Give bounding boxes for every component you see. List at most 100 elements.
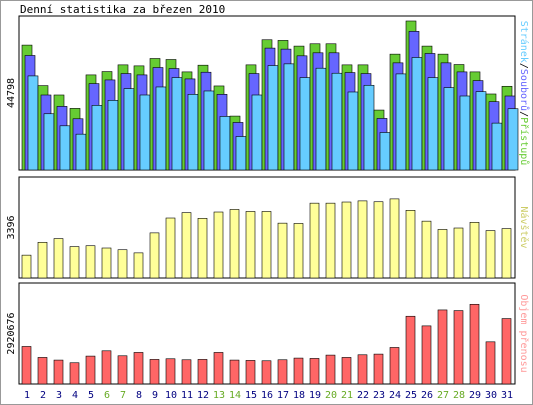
- visits-bar-20: [325, 202, 336, 279]
- day-label-9: 9: [152, 390, 158, 401]
- pages-bar-10: [171, 77, 183, 171]
- pages-bar-5: [91, 105, 103, 171]
- kbytes-bar-5: [85, 355, 96, 385]
- kbytes-bar-29: [469, 303, 480, 385]
- kbytes-bar-28: [453, 310, 464, 385]
- day-label-13: 13: [213, 390, 225, 401]
- pages-bar-8: [139, 94, 151, 171]
- pages-bar-21: [347, 91, 359, 171]
- visits-bar-15: [245, 211, 256, 279]
- kbytes-bar-30: [485, 341, 496, 385]
- pages-bar-23: [379, 132, 391, 171]
- visits-bar-22: [357, 200, 368, 279]
- day-label-3: 3: [56, 390, 62, 401]
- pages-bar-4: [75, 133, 87, 171]
- pages-bar-12: [203, 90, 215, 171]
- pages-bar-7: [123, 88, 135, 171]
- pages-bar-15: [251, 94, 263, 171]
- day-label-11: 11: [181, 390, 193, 401]
- kbytes-bar-18: [293, 357, 304, 385]
- day-label-8: 8: [136, 390, 142, 401]
- day-label-18: 18: [293, 390, 305, 401]
- visits-bar-29: [469, 222, 480, 279]
- day-label-16: 16: [261, 390, 273, 401]
- pages-bar-18: [299, 77, 311, 171]
- kbytes-bar-17: [277, 359, 288, 385]
- day-label-22: 22: [357, 390, 369, 401]
- pages-bar-29: [475, 91, 487, 171]
- pages-bar-14: [235, 136, 247, 171]
- pages-bar-31: [507, 108, 519, 171]
- legend-separator-1: /: [518, 63, 529, 69]
- legend-pages: Stránek: [518, 21, 530, 63]
- visits-bar-11: [181, 212, 192, 279]
- visits-bar-3: [53, 238, 64, 279]
- legend-files: Souborů: [518, 69, 530, 111]
- visits-bar-23: [373, 201, 384, 279]
- legend-visits: Návštěv: [518, 206, 530, 248]
- pages-bar-3: [59, 125, 71, 171]
- kbytes-bar-25: [405, 315, 416, 385]
- kbytes-bar-13: [213, 352, 224, 385]
- visits-bar-6: [101, 247, 112, 279]
- visits-bar-31: [501, 228, 512, 279]
- kbytes-bar-6: [101, 350, 112, 385]
- pages-bar-26: [427, 77, 439, 171]
- kbytes-bar-20: [325, 354, 336, 385]
- day-label-17: 17: [277, 390, 289, 401]
- kbytes-bar-4: [69, 362, 80, 385]
- visits-bar-17: [277, 222, 288, 279]
- visits-bar-8: [133, 252, 144, 279]
- pages-bar-27: [443, 87, 455, 171]
- day-label-23: 23: [373, 390, 385, 401]
- visits-bar-4: [69, 246, 80, 279]
- visits-bar-9: [149, 232, 160, 279]
- visits-bar-13: [213, 211, 224, 279]
- pages-bar-30: [491, 122, 503, 171]
- visits-bar-30: [485, 230, 496, 279]
- kbytes-bar-2: [37, 357, 48, 385]
- visits-bar-24: [389, 198, 400, 279]
- kbytes-bar-27: [437, 309, 448, 385]
- kbytes-bar-3: [53, 359, 64, 385]
- day-label-31: 31: [501, 390, 513, 401]
- day-label-10: 10: [165, 390, 177, 401]
- chart-title: Denní statistika za březen 2010: [20, 3, 226, 16]
- visits-bar-16: [261, 211, 272, 279]
- day-label-24: 24: [389, 390, 401, 401]
- pages-bar-17: [283, 63, 295, 171]
- pages-bar-20: [331, 72, 343, 171]
- day-label-28: 28: [453, 390, 465, 401]
- kbytes-bar-31: [501, 318, 512, 385]
- legend-top: Stránek/Souborů/Přístupů: [518, 21, 530, 166]
- visits-bar-5: [85, 245, 96, 279]
- visits-bar-21: [341, 201, 352, 279]
- kbytes-bar-11: [181, 359, 192, 385]
- day-label-30: 30: [485, 390, 497, 401]
- day-label-6: 6: [104, 390, 110, 401]
- visits-bar-2: [37, 241, 48, 279]
- kbytes-bar-8: [133, 352, 144, 385]
- visits-bar-14: [229, 209, 240, 279]
- kbytes-bar-1: [21, 346, 32, 385]
- panel-2-ymax-label: 3396: [6, 215, 17, 239]
- visits-bar-10: [165, 217, 176, 279]
- pages-bar-13: [219, 116, 231, 171]
- day-label-29: 29: [469, 390, 481, 401]
- day-label-14: 14: [229, 390, 241, 401]
- kbytes-bar-22: [357, 354, 368, 385]
- day-label-26: 26: [421, 390, 433, 401]
- day-label-2: 2: [40, 390, 46, 401]
- day-label-20: 20: [325, 390, 337, 401]
- legend-hits: Přístupů: [518, 117, 530, 165]
- day-label-25: 25: [405, 390, 417, 401]
- pages-bar-6: [107, 100, 119, 171]
- visits-bar-19: [309, 202, 320, 279]
- kbytes-bar-12: [197, 359, 208, 385]
- pages-bar-9: [155, 86, 167, 171]
- pages-bar-22: [363, 84, 375, 171]
- day-label-7: 7: [120, 390, 126, 401]
- kbytes-bar-14: [229, 359, 240, 385]
- day-label-15: 15: [245, 390, 257, 401]
